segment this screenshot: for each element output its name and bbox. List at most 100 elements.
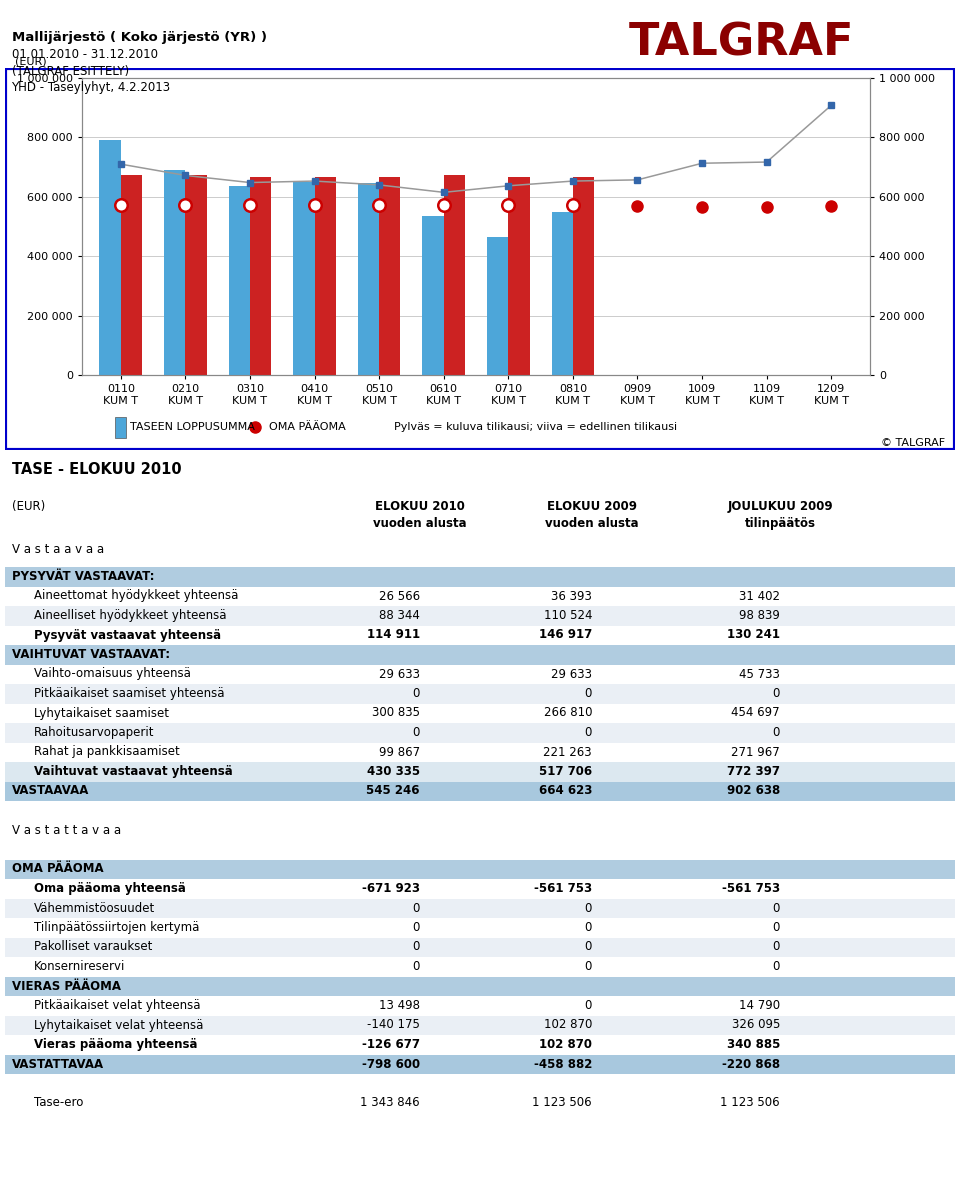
Text: V a s t a a v a a: V a s t a a v a a — [12, 543, 104, 556]
Text: 1 123 506: 1 123 506 — [720, 1096, 780, 1109]
Text: Rahoitusarvopaperit: Rahoitusarvopaperit — [34, 726, 155, 739]
Text: (EUR): (EUR) — [12, 500, 45, 513]
Text: Rahat ja pankkisaamiset: Rahat ja pankkisaamiset — [34, 745, 180, 758]
Bar — [293, 182, 315, 375]
Text: 0: 0 — [413, 921, 420, 934]
Bar — [487, 237, 508, 375]
Text: JOULUKUU 2009: JOULUKUU 2009 — [727, 500, 833, 513]
Text: TALGRAF: TALGRAF — [629, 22, 854, 65]
Text: -561 753: -561 753 — [534, 882, 592, 895]
Text: © TALGRAF: © TALGRAF — [881, 437, 946, 448]
Text: 0: 0 — [585, 999, 592, 1012]
Text: 102 870: 102 870 — [543, 1018, 592, 1031]
Text: 0: 0 — [773, 960, 780, 973]
Text: 517 706: 517 706 — [539, 766, 592, 778]
Bar — [185, 175, 206, 375]
Text: -140 175: -140 175 — [367, 1018, 420, 1031]
Text: 1 343 846: 1 343 846 — [360, 1096, 420, 1109]
Text: (TALGRAF ESITTELY): (TALGRAF ESITTELY) — [12, 65, 129, 78]
Bar — [164, 170, 185, 375]
Text: 664 623: 664 623 — [539, 785, 592, 798]
Text: -458 882: -458 882 — [534, 1058, 592, 1071]
Text: 271 967: 271 967 — [732, 745, 780, 758]
Text: 45 733: 45 733 — [739, 667, 780, 680]
Text: (EUR): (EUR) — [15, 56, 47, 66]
Text: YHD - Taseylyhyt, 4.2.2013: YHD - Taseylyhyt, 4.2.2013 — [12, 81, 171, 95]
Text: Pysyvät vastaavat yhteensä: Pysyvät vastaavat yhteensä — [34, 629, 221, 641]
Text: 0: 0 — [413, 902, 420, 914]
Text: 0: 0 — [413, 726, 420, 739]
Text: Pitkäaikaiset saamiset yhteensä: Pitkäaikaiset saamiset yhteensä — [34, 686, 225, 700]
Text: V a s t a t t a v a a: V a s t a t t a v a a — [12, 823, 121, 836]
Text: Aineelliset hyödykkeet yhteensä: Aineelliset hyödykkeet yhteensä — [34, 609, 227, 622]
Text: 0: 0 — [585, 902, 592, 914]
Text: 130 241: 130 241 — [727, 629, 780, 641]
Text: 0: 0 — [773, 686, 780, 700]
Text: 14 790: 14 790 — [739, 999, 780, 1012]
Text: 102 870: 102 870 — [539, 1037, 592, 1051]
Text: 114 911: 114 911 — [367, 629, 420, 641]
Text: Vieras pääoma yhteensä: Vieras pääoma yhteensä — [34, 1037, 198, 1051]
Bar — [115, 417, 126, 437]
Text: 0: 0 — [585, 921, 592, 934]
Text: 29 633: 29 633 — [551, 667, 592, 680]
Bar — [358, 183, 379, 375]
Bar — [422, 216, 444, 375]
Text: -561 753: -561 753 — [722, 882, 780, 895]
Text: 266 810: 266 810 — [543, 707, 592, 720]
Text: Konsernireservi: Konsernireservi — [34, 960, 126, 973]
Bar — [315, 176, 336, 375]
Text: VASTAAVAA: VASTAAVAA — [12, 785, 89, 798]
Text: 88 344: 88 344 — [379, 609, 420, 622]
Text: 0: 0 — [413, 940, 420, 954]
Text: TASEEN LOPPUSUMMA: TASEEN LOPPUSUMMA — [131, 422, 255, 432]
Text: 36 393: 36 393 — [551, 589, 592, 603]
Bar — [573, 176, 594, 375]
Text: 0: 0 — [585, 940, 592, 954]
Text: OMA PÄÄOMA: OMA PÄÄOMA — [269, 422, 346, 432]
Text: 13 498: 13 498 — [379, 999, 420, 1012]
Text: ELOKUU 2009: ELOKUU 2009 — [547, 500, 637, 513]
Text: Lyhytaikaiset saamiset: Lyhytaikaiset saamiset — [34, 707, 169, 720]
Text: 300 835: 300 835 — [372, 707, 420, 720]
Text: 902 638: 902 638 — [727, 785, 780, 798]
Text: tilinpäätös: tilinpäätös — [745, 518, 815, 530]
Bar — [228, 187, 250, 375]
Text: 545 246: 545 246 — [367, 785, 420, 798]
Text: 0: 0 — [773, 902, 780, 914]
Text: Aineettomat hyödykkeet yhteensä: Aineettomat hyödykkeet yhteensä — [34, 589, 238, 603]
Text: Vähemmistöosuudet: Vähemmistöosuudet — [34, 902, 156, 914]
Text: 01.01.2010 - 31.12.2010: 01.01.2010 - 31.12.2010 — [12, 48, 157, 61]
Text: 110 524: 110 524 — [543, 609, 592, 622]
Text: vuoden alusta: vuoden alusta — [545, 518, 638, 530]
Text: 0: 0 — [773, 940, 780, 954]
Text: 340 885: 340 885 — [727, 1037, 780, 1051]
Text: -798 600: -798 600 — [362, 1058, 420, 1071]
Text: 1 123 506: 1 123 506 — [533, 1096, 592, 1109]
Text: 0: 0 — [413, 960, 420, 973]
Text: Lyhytaikaiset velat yhteensä: Lyhytaikaiset velat yhteensä — [34, 1018, 204, 1031]
Text: 29 633: 29 633 — [379, 667, 420, 680]
Text: 454 697: 454 697 — [732, 707, 780, 720]
Text: Pitkäaikaiset velat yhteensä: Pitkäaikaiset velat yhteensä — [34, 999, 201, 1012]
Text: Mallijärjestö ( Koko järjestö (YR) ): Mallijärjestö ( Koko järjestö (YR) ) — [12, 31, 267, 44]
Text: Pakolliset varaukset: Pakolliset varaukset — [34, 940, 153, 954]
Text: -220 868: -220 868 — [722, 1058, 780, 1071]
Text: Pylväs = kuluva tilikausi; viiva = edellinen tilikausi: Pylväs = kuluva tilikausi; viiva = edell… — [395, 422, 678, 432]
Text: 98 839: 98 839 — [739, 609, 780, 622]
Text: VIERAS PÄÄOMA: VIERAS PÄÄOMA — [12, 980, 121, 992]
Text: 221 263: 221 263 — [543, 745, 592, 758]
Text: OMA PÄÄOMA: OMA PÄÄOMA — [12, 863, 104, 876]
Bar — [508, 176, 530, 375]
Text: 772 397: 772 397 — [727, 766, 780, 778]
Text: 0: 0 — [773, 726, 780, 739]
Text: Tilinpäätössiirtojen kertymä: Tilinpäätössiirtojen kertymä — [34, 921, 200, 934]
Bar — [100, 140, 121, 375]
Text: -126 677: -126 677 — [362, 1037, 420, 1051]
Bar — [250, 176, 272, 375]
Bar — [552, 212, 573, 375]
Text: 0: 0 — [773, 921, 780, 934]
Text: 31 402: 31 402 — [739, 589, 780, 603]
Text: VASTATTAVAA: VASTATTAVAA — [12, 1058, 104, 1071]
Text: TASE - ELOKUU 2010: TASE - ELOKUU 2010 — [12, 462, 181, 477]
